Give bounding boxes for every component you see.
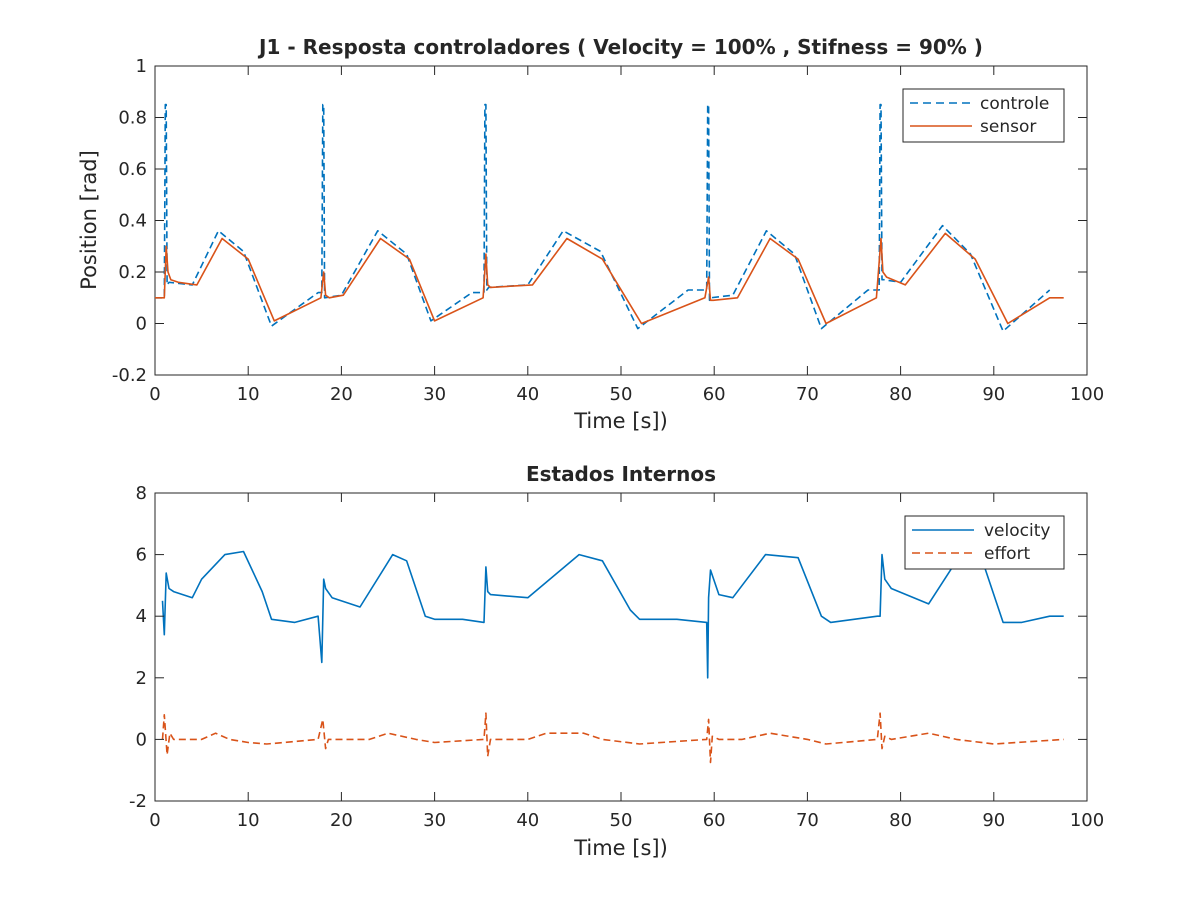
x-axis-label: Time [s]) — [573, 409, 668, 433]
x-tick-label: 80 — [889, 810, 912, 831]
x-tick-label: 10 — [237, 810, 260, 831]
series-line-effort — [161, 712, 1064, 764]
x-ticks: 0 10 20 30 40 50 60 70 80 90 100 — [149, 493, 1104, 831]
legend: velocity effort — [904, 515, 1065, 570]
x-tick-label: 80 — [889, 384, 912, 405]
x-tick-label: 30 — [423, 810, 446, 831]
x-tick-label: 50 — [610, 810, 633, 831]
x-tick-label: 0 — [149, 384, 160, 405]
legend-box — [904, 515, 1065, 570]
series-line-velocity — [161, 550, 1064, 679]
y-tick-label: 0.4 — [118, 211, 147, 232]
x-tick-label: 40 — [516, 810, 539, 831]
x-ticks: 0 10 20 30 40 50 60 70 80 90 100 — [149, 66, 1104, 405]
x-tick-label: 30 — [423, 384, 446, 405]
legend: controle sensor — [902, 88, 1065, 143]
position-axes: 0 10 20 30 40 50 60 70 80 90 100 -0.200.20.40.60.8… — [77, 35, 1104, 433]
y-tick-label: 4 — [136, 606, 147, 627]
x-tick-label: 70 — [796, 810, 819, 831]
y-ticks: -2 0 2 4 6 8 — [129, 483, 1087, 812]
legend-box — [902, 88, 1065, 143]
y-tick-label: -0.2 — [112, 365, 147, 386]
chart-title: J1 - Resposta controladores ( Velocity =… — [257, 35, 983, 59]
x-tick-label: 10 — [237, 384, 260, 405]
legend-label-effort: effort — [984, 544, 1031, 564]
y-tick-label: 0.2 — [118, 262, 147, 283]
y-tick-label: 0.8 — [118, 108, 147, 129]
x-tick-label: 100 — [1070, 384, 1104, 405]
y-tick-label: 6 — [136, 545, 147, 566]
x-tick-label: 50 — [610, 384, 633, 405]
y-tick-label: 0 — [136, 729, 147, 750]
plot-lines — [161, 550, 1064, 764]
x-tick-label: 60 — [703, 384, 726, 405]
x-tick-label: 90 — [982, 810, 1005, 831]
x-tick-label: 0 — [149, 810, 160, 831]
x-tick-label: 90 — [982, 384, 1005, 405]
y-tick-label: 2 — [136, 668, 147, 689]
x-tick-label: 20 — [330, 384, 353, 405]
x-tick-label: 60 — [703, 810, 726, 831]
chart-title: Estados Internos — [526, 462, 716, 486]
x-tick-label: 20 — [330, 810, 353, 831]
y-tick-label: 8 — [136, 483, 147, 504]
legend-label-velocity: velocity — [984, 521, 1050, 541]
y-tick-label: 0 — [136, 314, 147, 335]
plot-lines — [155, 103, 1064, 333]
x-axis-label: Time [s]) — [573, 836, 668, 860]
series-line-sensor — [155, 232, 1064, 325]
legend-label-sensor: sensor — [980, 117, 1036, 137]
x-tick-label: 70 — [796, 384, 819, 405]
x-tick-label: 100 — [1070, 810, 1104, 831]
x-tick-label: 40 — [516, 384, 539, 405]
y-axis-label: Position [rad] — [77, 150, 101, 290]
y-tick-label: 1 — [136, 56, 147, 77]
legend-label-controle: controle — [980, 94, 1049, 114]
y-ticks: -0.2 0 0.2 0.4 0.6 0.8 1 — [112, 56, 1087, 386]
y-tick-label: -2 — [129, 791, 147, 812]
y-tick-label: 0.6 — [118, 159, 147, 180]
